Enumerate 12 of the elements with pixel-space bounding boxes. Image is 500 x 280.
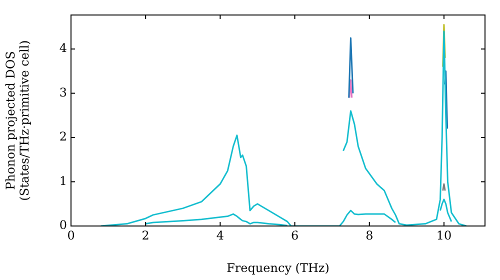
y-tick-label: 0	[59, 218, 67, 232]
y-tick-label: 1	[59, 174, 67, 188]
x-tick-label: 6	[290, 228, 299, 242]
x-tick-label: 10	[436, 228, 452, 242]
x-tick-label: 2	[142, 228, 150, 242]
y-axis-title: Phonon projected DOS (States/THz·primitive cell)	[3, 40, 32, 201]
y-tick-label: 2	[59, 130, 67, 144]
x-tick-label: 8	[366, 228, 374, 242]
x-axis-title: Frequency (THz)	[226, 260, 330, 275]
y-tick-label: 3	[59, 85, 67, 100]
x-tick-label: 4	[216, 228, 224, 242]
y-tick-label: 4	[59, 41, 68, 56]
